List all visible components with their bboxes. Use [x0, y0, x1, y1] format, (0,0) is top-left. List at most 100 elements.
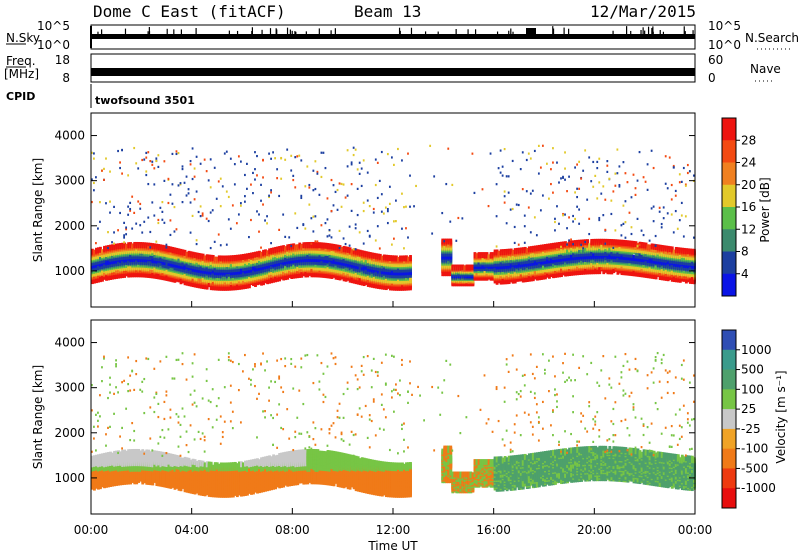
heatmap-speck: [151, 201, 154, 204]
heatmap-speck: [503, 190, 506, 193]
heatmap-cell: [519, 247, 523, 254]
heatmap-cell: [509, 248, 513, 255]
heatmap-speck: [461, 217, 464, 220]
heatmap-speck: [217, 233, 220, 236]
heatmap-cell: [260, 251, 263, 258]
heatmap-cell: [443, 262, 447, 269]
heatmap-cell: [276, 246, 280, 253]
heatmap-speck: [270, 191, 272, 194]
heatmap-speck: [308, 186, 311, 189]
heatmap-speck: [201, 214, 204, 217]
heatmap-speck: [121, 148, 123, 152]
heatmap-speck: [304, 185, 307, 188]
heatmap-cell: [362, 250, 366, 257]
heatmap-speck: [276, 177, 279, 180]
heatmap-speck: [413, 205, 415, 208]
heatmap-cell: [195, 252, 199, 259]
heatmap-cell: [308, 241, 312, 248]
heatmap-speck: [258, 230, 260, 233]
heatmap-cell: [197, 276, 201, 283]
heatmap-speck: [378, 247, 381, 250]
heatmap-cell: [280, 245, 284, 252]
heatmap-speck: [326, 197, 329, 200]
heatmap-speck: [310, 217, 313, 220]
heatmap-speck: [330, 209, 333, 213]
heatmap-speck: [358, 172, 361, 175]
heatmap-speck: [268, 195, 270, 199]
heatmap-speck: [380, 150, 383, 154]
heatmap-speck: [270, 157, 272, 160]
heatmap-cell: [467, 264, 471, 271]
heatmap-speck: [517, 203, 520, 207]
heatmap-cell: [382, 254, 386, 261]
heatmap-speck: [133, 146, 136, 150]
heatmap-cell: [191, 251, 195, 258]
heatmap-cell: [330, 243, 334, 250]
heatmap-speck: [268, 194, 270, 197]
nsky-tick-high: 10^5: [37, 19, 70, 33]
heatmap-cell: [304, 242, 308, 249]
heatmap-speck: [169, 193, 172, 196]
heatmap-speck: [181, 167, 184, 171]
heatmap-speck: [119, 166, 121, 170]
heatmap-speck: [517, 243, 520, 246]
heatmap-cell: [453, 280, 457, 287]
heatmap-speck: [260, 199, 262, 202]
heatmap-speck: [250, 183, 252, 186]
heatmap-speck: [308, 203, 311, 206]
heatmap-speck: [409, 205, 411, 208]
heatmap-speck: [308, 183, 311, 187]
heatmap-speck: [401, 227, 403, 230]
heatmap-speck: [125, 228, 128, 231]
heatmap-speck: [338, 246, 341, 250]
heatmap-cell: [203, 283, 207, 290]
heatmap-speck: [199, 205, 202, 208]
heatmap-speck: [521, 151, 524, 154]
heatmap-cell: [441, 238, 445, 245]
heatmap-speck: [127, 213, 130, 216]
heatmap-speck: [103, 178, 105, 181]
heatmap-speck: [181, 200, 184, 204]
heatmap-speck: [235, 222, 238, 225]
heatmap-cell: [252, 264, 255, 271]
heatmap-cell: [332, 243, 336, 250]
heatmap-cell: [348, 247, 352, 254]
heatmap-cell: [177, 248, 181, 255]
heatmap-speck: [376, 225, 379, 228]
heatmap-speck: [354, 227, 357, 230]
heatmap-cell: [481, 252, 485, 259]
heatmap-speck: [292, 178, 295, 182]
heatmap-cell: [491, 252, 495, 259]
heatmap-cell: [409, 277, 412, 284]
heatmap-speck: [336, 188, 339, 192]
power-heatmap: [91, 144, 696, 291]
heatmap-speck: [155, 159, 158, 163]
heatmap-speck: [572, 214, 574, 218]
heatmap-speck: [527, 152, 530, 155]
heatmap-speck: [322, 151, 325, 154]
heatmap-cell: [157, 244, 161, 251]
heatmap-speck: [535, 234, 538, 237]
heatmap-cell: [409, 255, 412, 262]
heatmap-cell: [388, 255, 392, 262]
heatmap-speck: [328, 234, 331, 237]
heatmap-speck: [368, 234, 371, 237]
heatmap-cell: [254, 251, 257, 258]
heatmap-speck: [145, 151, 148, 155]
heatmap-speck: [113, 242, 115, 245]
heatmap-cell: [173, 247, 177, 254]
heatmap-speck: [262, 176, 264, 179]
heatmap-cell: [115, 243, 118, 250]
heatmap-speck: [499, 171, 502, 174]
heatmap-cell: [272, 247, 276, 254]
heatmap-speck: [356, 168, 359, 171]
heatmap-speck: [175, 152, 178, 156]
heatmap-cell: [316, 242, 320, 249]
heatmap-speck: [284, 235, 287, 238]
heatmap-cell: [97, 247, 100, 254]
heatmap-speck: [576, 187, 579, 190]
heatmap-speck: [552, 147, 554, 150]
heatmap-speck: [314, 215, 317, 218]
heatmap-speck: [141, 158, 144, 162]
heatmap-cell: [570, 253, 573, 260]
